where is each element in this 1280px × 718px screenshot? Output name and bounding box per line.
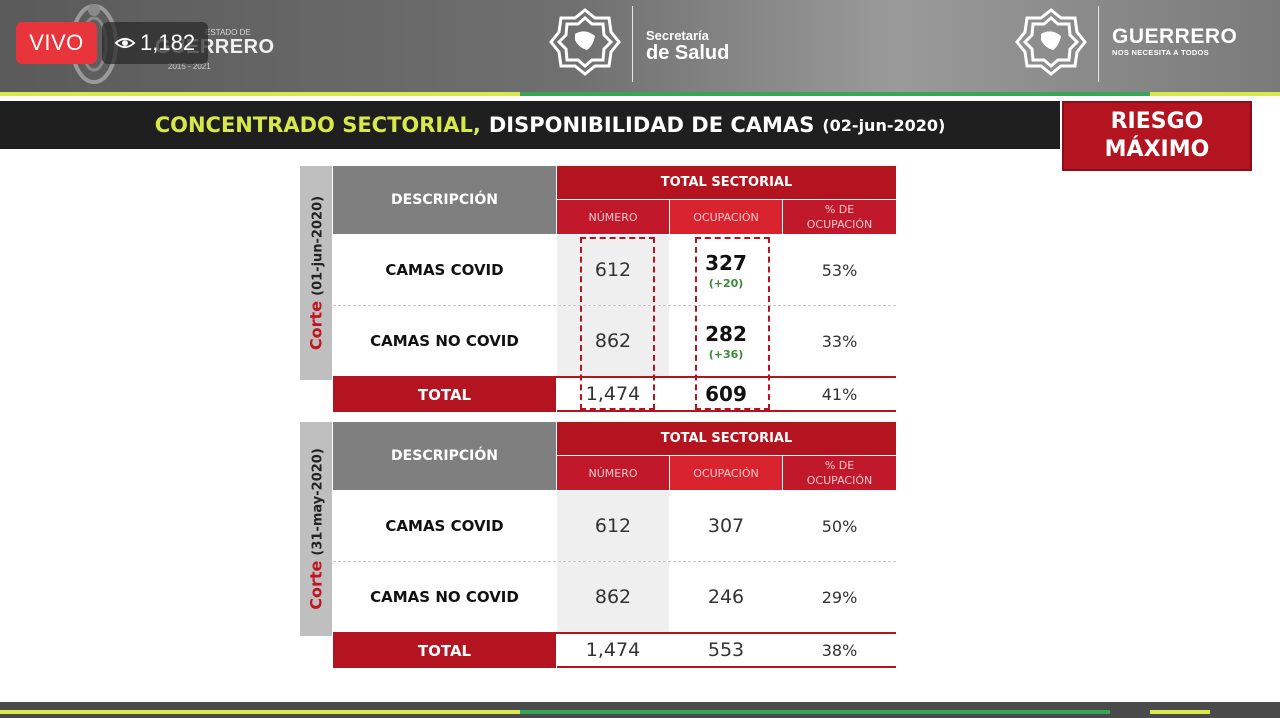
risk-line1: RIESGO	[1110, 109, 1204, 134]
header-pct-ocupacion: % DE OCUPACIÓN	[783, 456, 896, 490]
guerrero-tagline: NOS NECESITA A TODOS	[1112, 48, 1209, 57]
row-divider	[333, 561, 896, 562]
risk-badge: RIESGO MÁXIMO	[1062, 101, 1252, 171]
side-tab: Corte (31-may-2020)	[300, 422, 332, 636]
row-desc: CAMAS COVID	[333, 491, 556, 561]
header-total-sectorial: TOTAL SECTORIAL	[557, 422, 896, 455]
total-ocupacion: 553	[670, 634, 782, 666]
header-ocupacion: OCUPACIÓN	[670, 456, 782, 490]
stripe-green	[520, 92, 1150, 96]
side-date: (01-jun-2020)	[310, 195, 326, 296]
footer-stripe-green	[520, 710, 1110, 714]
salud-line2: de Salud	[646, 42, 730, 64]
gob-small-text: ESTADO DE	[205, 28, 251, 37]
total-border-bottom	[557, 410, 896, 412]
stripe-yellow	[0, 92, 520, 96]
highlight-numero-column	[580, 237, 655, 410]
header-banner: ESTADO DE GUERRERO 2015 - 2021 Secretarí…	[0, 0, 1280, 92]
salud-divider	[632, 6, 633, 82]
row-pct: 29%	[783, 562, 896, 632]
ocupacion-value: 282	[705, 321, 747, 346]
guerrero-name: GUERRERO	[1112, 25, 1238, 48]
table-corte-2: Corte (31-may-2020) DESCRIPCIÓN TOTAL SE…	[300, 422, 896, 668]
side-corte: Corte	[306, 300, 326, 351]
title-main: DISPONIBILIDAD DE CAMAS	[488, 113, 815, 137]
eye-icon	[114, 37, 136, 49]
header-descripcion: DESCRIPCIÓN	[333, 166, 556, 234]
row-numero: 862	[557, 562, 669, 632]
total-border-top	[333, 376, 896, 378]
row-numero: 612	[557, 235, 669, 305]
total-pct: 41%	[783, 378, 896, 410]
viewer-count-value: 1,182	[140, 30, 196, 55]
title-bar: CONCENTRADO SECTORIAL, DISPONIBILIDAD DE…	[0, 101, 1060, 149]
guerrero-logo-icon	[1015, 8, 1087, 76]
row-ocupacion: 282 (+36)	[670, 306, 782, 376]
guerrero-divider	[1098, 6, 1099, 82]
gob-years: 2015 - 2021	[168, 62, 211, 71]
row-pct: 50%	[783, 491, 896, 561]
row-divider	[333, 305, 896, 306]
row-ocupacion: 307	[670, 491, 782, 561]
footer-stripe-yellow	[0, 710, 520, 714]
side-corte: Corte	[306, 560, 326, 610]
live-badge: VIVO	[16, 22, 97, 64]
side-label: Corte (01-jun-2020)	[307, 196, 326, 350]
risk-line2: MÁXIMO	[1104, 137, 1210, 162]
total-border-bottom	[557, 666, 896, 668]
row-ocupacion: 246	[670, 562, 782, 632]
total-label: TOTAL	[333, 378, 556, 412]
total-ocupacion: 609	[670, 378, 782, 410]
side-label: Corte (31-may-2020)	[307, 448, 326, 610]
title-date: (02-jun-2020)	[822, 115, 946, 135]
total-border-top	[333, 632, 896, 634]
header-ocupacion: OCUPACIÓN	[670, 200, 782, 234]
side-tab: Corte (01-jun-2020)	[300, 166, 332, 380]
total-pct: 38%	[783, 634, 896, 666]
title-accent: CONCENTRADO SECTORIAL,	[154, 113, 481, 137]
table-corte-1: Corte (01-jun-2020) DESCRIPCIÓN TOTAL SE…	[300, 166, 896, 412]
stripe-light	[1150, 92, 1280, 96]
header-descripcion: DESCRIPCIÓN	[333, 422, 556, 490]
total-numero: 1,474	[557, 378, 669, 410]
footer-stripe-light	[1150, 710, 1210, 714]
row-numero: 612	[557, 491, 669, 561]
side-date: (31-may-2020)	[310, 448, 326, 556]
row-desc: CAMAS NO COVID	[333, 306, 556, 376]
header-pct-ocupacion: % DE OCUPACIÓN	[783, 200, 896, 234]
ocupacion-delta: (+36)	[708, 347, 744, 361]
salud-logo-icon	[549, 8, 621, 76]
viewer-count: 1,182	[102, 22, 208, 64]
total-label: TOTAL	[333, 634, 556, 668]
row-desc: CAMAS NO COVID	[333, 562, 556, 632]
row-numero: 862	[557, 306, 669, 376]
row-desc: CAMAS COVID	[333, 235, 556, 305]
ocupacion-value: 327	[705, 250, 747, 275]
header-numero: NÚMERO	[557, 200, 669, 234]
row-pct: 53%	[783, 235, 896, 305]
highlight-ocupacion-column	[695, 237, 770, 410]
ocupacion-delta: (+20)	[708, 276, 744, 290]
header-numero: NÚMERO	[557, 456, 669, 490]
header-total-sectorial: TOTAL SECTORIAL	[557, 166, 896, 199]
row-pct: 33%	[783, 306, 896, 376]
salud-line1: Secretaría	[646, 28, 709, 43]
total-numero: 1,474	[557, 634, 669, 666]
row-ocupacion: 327 (+20)	[670, 235, 782, 305]
footer-bar	[0, 702, 1280, 718]
